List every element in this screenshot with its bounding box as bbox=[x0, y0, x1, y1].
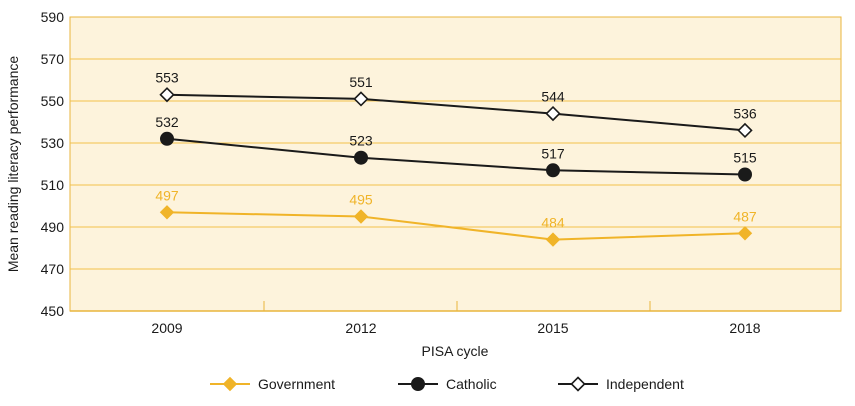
data-label: 484 bbox=[541, 215, 565, 231]
legend-label: Government bbox=[258, 376, 335, 392]
series-independent: 553 551 544 536 bbox=[155, 70, 757, 139]
series-line bbox=[166, 211, 746, 241]
x-tick-label: 2012 bbox=[345, 320, 376, 336]
y-tick-label: 450 bbox=[41, 303, 65, 319]
data-point bbox=[160, 131, 174, 146]
x-tick-label: 2009 bbox=[151, 320, 182, 336]
x-axis-label: PISA cycle bbox=[422, 343, 489, 359]
data-label: 523 bbox=[349, 133, 373, 149]
y-axis-ticks: 450 470 490 510 530 550 570 590 bbox=[41, 9, 65, 319]
y-tick-label: 510 bbox=[41, 177, 65, 193]
series-group: 497 495 484 487 532 523 517 515 553 551 544 536 bbox=[155, 70, 757, 247]
data-point bbox=[737, 226, 753, 241]
x-tick-label: 2018 bbox=[729, 320, 760, 336]
legend-item-independent: Independent bbox=[558, 376, 684, 392]
data-label: 517 bbox=[541, 145, 565, 161]
legend-item-government: Government bbox=[210, 376, 335, 392]
data-point bbox=[738, 167, 752, 182]
legend-marker bbox=[222, 376, 238, 392]
y-tick-label: 470 bbox=[41, 261, 65, 277]
data-point bbox=[159, 87, 175, 103]
data-point bbox=[545, 105, 561, 122]
data-point bbox=[354, 150, 368, 165]
gridlines bbox=[70, 58, 841, 312]
data-label: 536 bbox=[733, 105, 757, 121]
data-point bbox=[545, 232, 561, 247]
legend-label: Independent bbox=[606, 376, 684, 392]
series-line bbox=[166, 137, 746, 176]
legend-label: Catholic bbox=[446, 376, 497, 392]
x-axis-ticks: 2009 2012 2015 2018 bbox=[151, 320, 760, 336]
data-label: 544 bbox=[541, 89, 565, 105]
series-line bbox=[166, 93, 746, 132]
y-tick-label: 530 bbox=[41, 135, 65, 151]
data-point bbox=[353, 209, 369, 224]
data-label: 495 bbox=[349, 192, 373, 208]
legend: Government Catholic Independent bbox=[210, 376, 684, 392]
data-label: 553 bbox=[155, 70, 179, 86]
data-point bbox=[737, 122, 753, 139]
legend-marker bbox=[411, 377, 425, 391]
y-tick-label: 570 bbox=[41, 51, 65, 67]
data-point bbox=[546, 163, 560, 178]
data-label: 515 bbox=[733, 150, 757, 166]
legend-item-catholic: Catholic bbox=[398, 376, 497, 392]
y-axis-label: Mean reading literacy performance bbox=[5, 56, 21, 273]
data-label: 532 bbox=[155, 114, 179, 130]
legend-marker bbox=[570, 376, 586, 392]
data-label: 497 bbox=[155, 187, 179, 203]
y-tick-label: 550 bbox=[41, 93, 65, 109]
series-government: 497 495 484 487 bbox=[155, 187, 757, 247]
y-tick-label: 590 bbox=[41, 9, 65, 25]
series-catholic: 532 523 517 515 bbox=[155, 114, 757, 182]
y-tick-label: 490 bbox=[41, 219, 65, 235]
data-point bbox=[159, 205, 175, 220]
x-tick-label: 2015 bbox=[537, 320, 568, 336]
data-label: 487 bbox=[733, 208, 757, 224]
data-label: 551 bbox=[349, 74, 373, 90]
data-point bbox=[353, 91, 369, 107]
